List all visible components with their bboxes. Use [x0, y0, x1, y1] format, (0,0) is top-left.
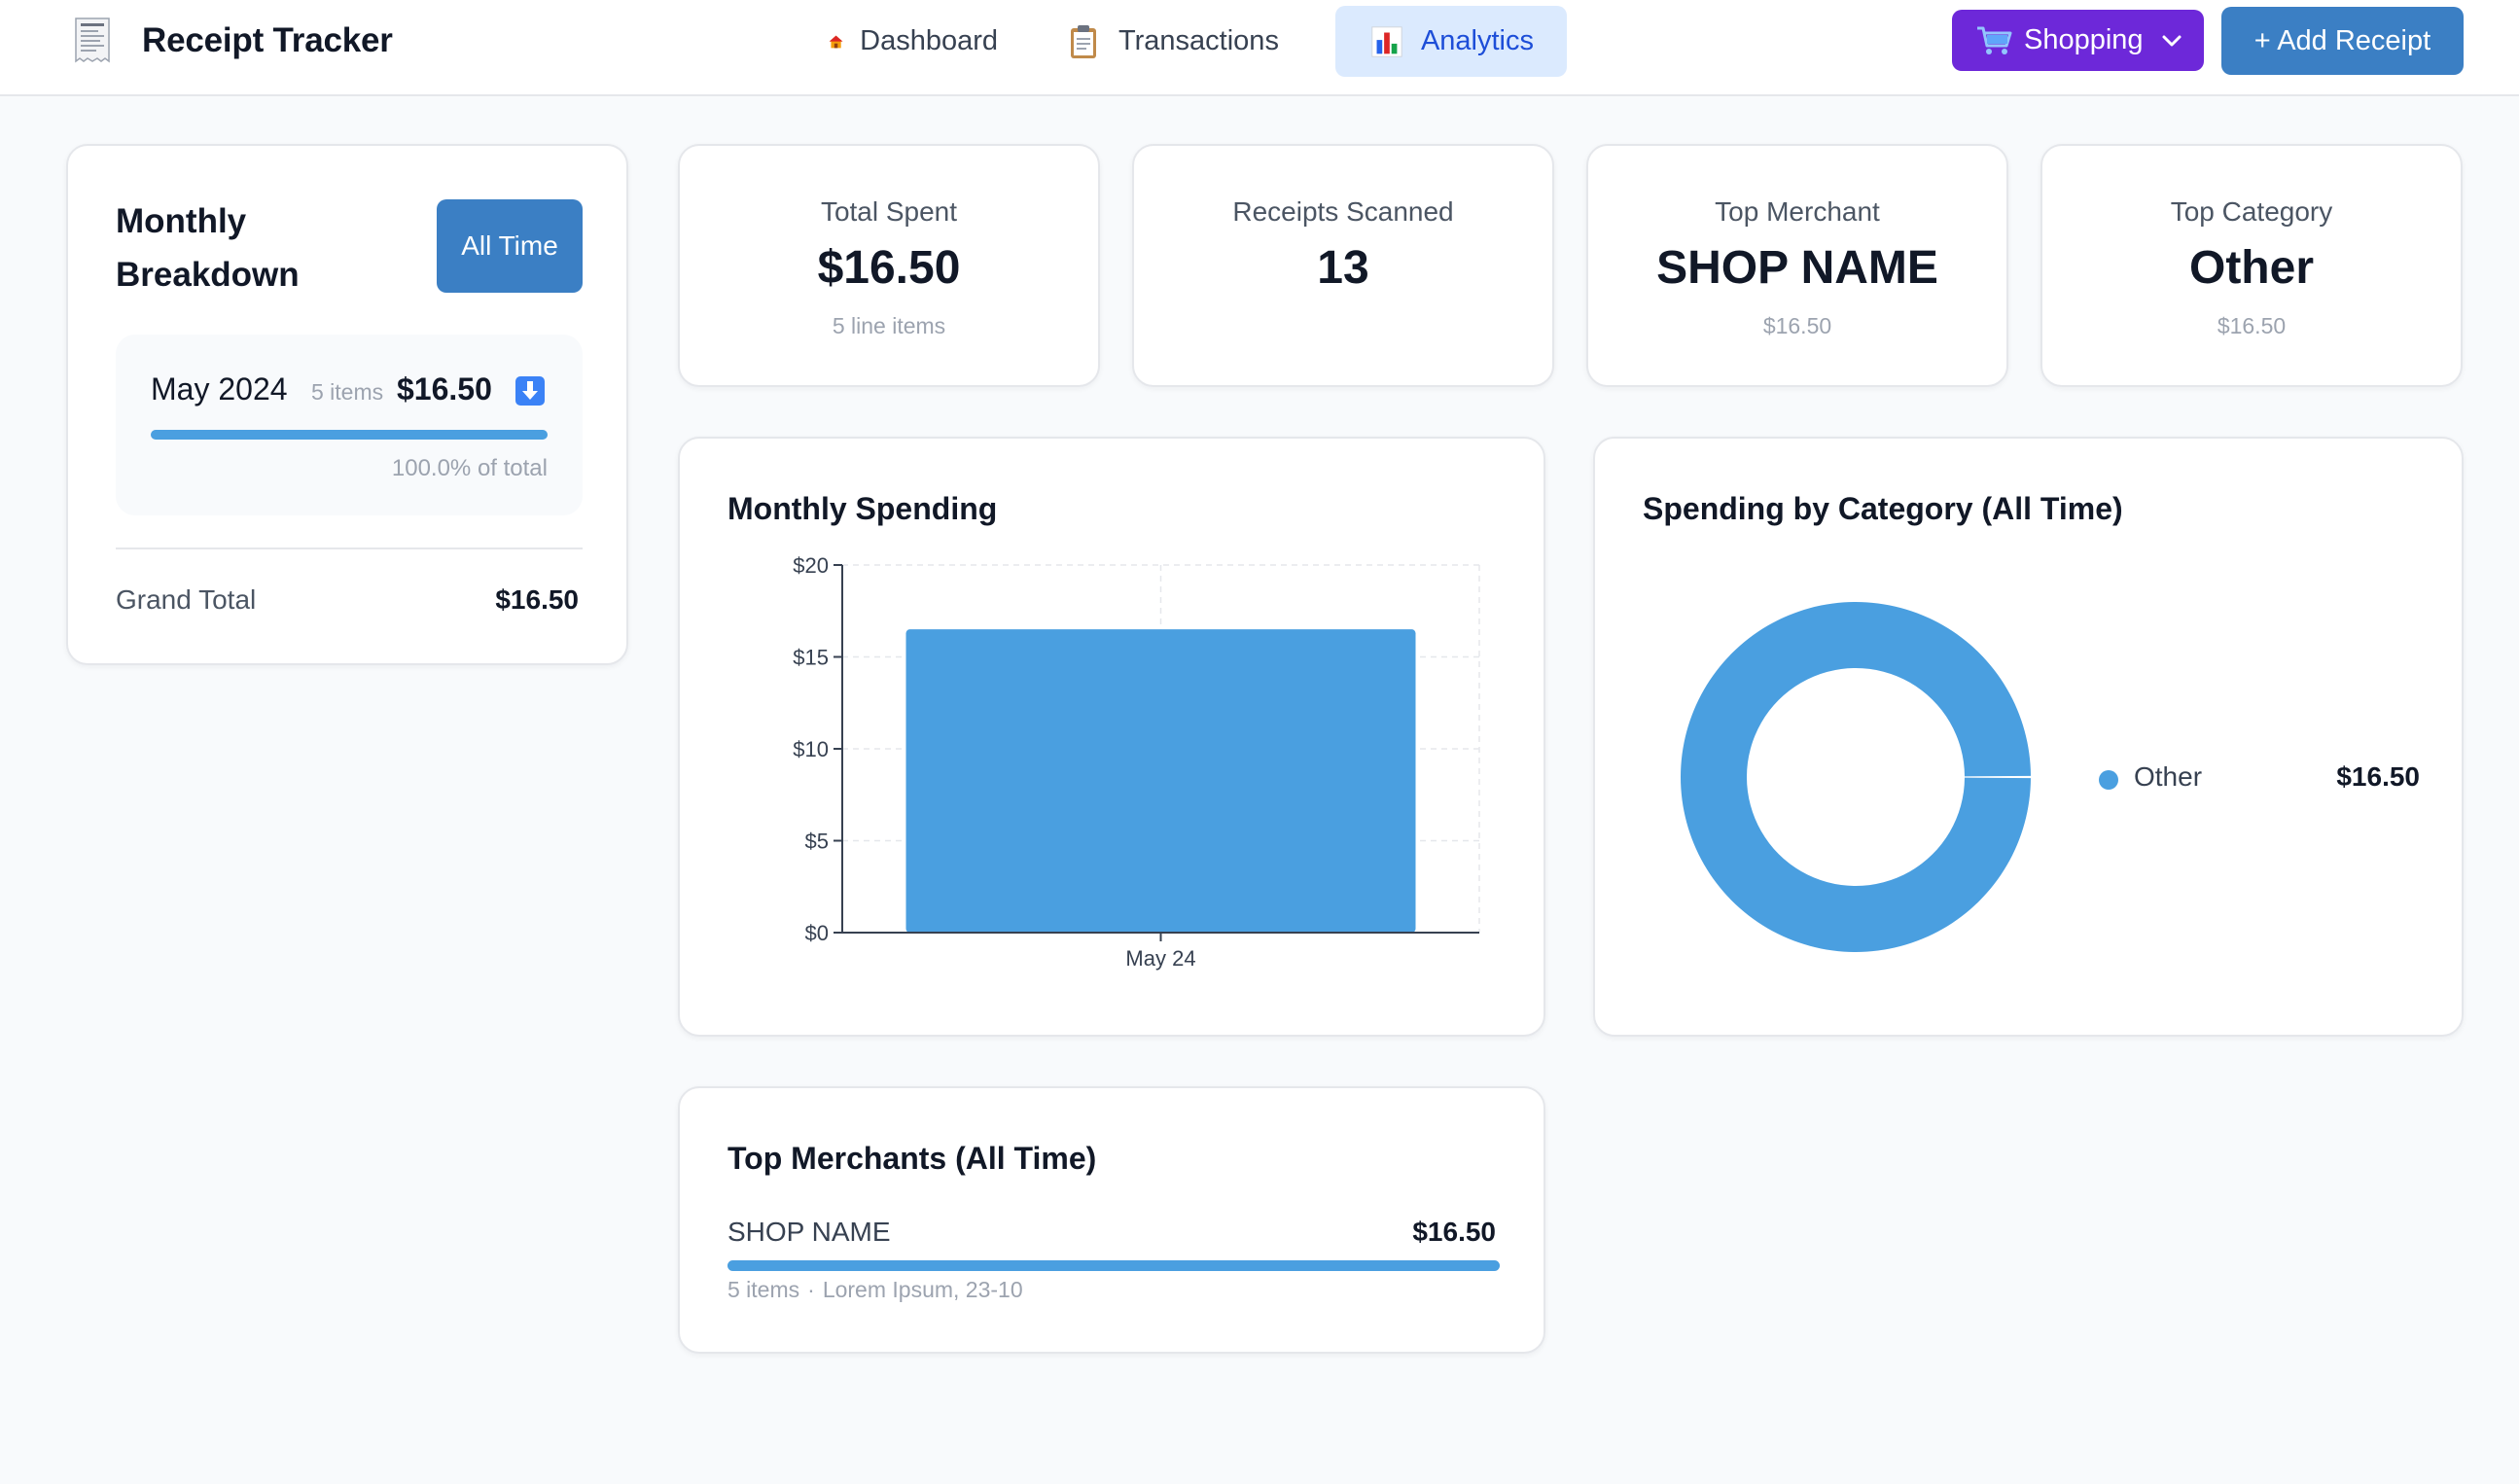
download-icon[interactable] — [514, 375, 546, 406]
top-merchants-card: Top Merchants (All Time) SHOP NAME $16.5… — [678, 1086, 1545, 1354]
merchant-share-bar — [727, 1260, 1500, 1271]
monthly-breakdown-card: Monthly Breakdown All Time May 2024 5 it… — [66, 144, 628, 665]
tab-transactions[interactable]: Transactions — [1031, 6, 1328, 77]
monthly-spending-chart: $0 $5 $10 $15 $20 May 24 — [793, 553, 1480, 971]
x-tick-label: May 24 — [1125, 946, 1195, 971]
tab-analytics-label: Analytics — [1420, 25, 1534, 56]
merchant-name: SHOP NAME — [727, 1217, 891, 1247]
merchant-location: Lorem Ipsum, 23-10 — [822, 1277, 1023, 1302]
shopping-cart-icon — [1977, 26, 2012, 54]
legend-value: $16.50 — [2336, 761, 2420, 792]
stat-card-total-spent: Total Spent $16.50 5 line items — [678, 144, 1100, 387]
merchant-share-bar-fill — [727, 1260, 1500, 1271]
top-header: Receipt Tracker Dashboard Transactions — [0, 0, 2519, 96]
shopping-dropdown[interactable]: Shopping — [1952, 10, 2204, 71]
separator-dot: · — [807, 1277, 815, 1302]
grand-total-label: Grand Total — [116, 584, 257, 615]
monthly-spending-title: Monthly Spending — [727, 491, 998, 526]
y-tick-label: $20 — [793, 553, 829, 578]
all-time-filter-button[interactable]: All Time — [437, 199, 583, 293]
divider — [116, 548, 583, 549]
month-percent: 100.0% of total — [391, 455, 548, 481]
tab-dashboard-label: Dashboard — [860, 25, 998, 56]
y-tick-label: $15 — [793, 646, 829, 670]
chart-bar — [905, 629, 1416, 933]
month-share-bar-fill — [151, 430, 548, 440]
add-receipt-button[interactable]: + Add Receipt — [2221, 7, 2464, 75]
legend-item-other[interactable]: Other $16.50 — [2099, 761, 2420, 796]
month-row[interactable]: May 2024 5 items $16.50 100.0% of total — [116, 335, 583, 515]
stat-subtext: 5 line items — [832, 313, 946, 338]
donut-slice — [1681, 602, 2031, 952]
month-amount: $16.50 — [397, 371, 492, 406]
tab-transactions-label: Transactions — [1118, 25, 1279, 56]
legend-color-dot — [2099, 770, 2118, 790]
category-donut-chart — [1681, 602, 2031, 952]
stat-label: Receipts Scanned — [1232, 196, 1454, 227]
month-label: May 2024 — [151, 371, 288, 406]
monthly-breakdown-title: Monthly Breakdown — [116, 202, 300, 294]
month-item-count: 5 items — [311, 379, 384, 405]
legend-label: Other — [2134, 761, 2203, 792]
category-spending-title: Spending by Category (All Time) — [1643, 491, 2123, 526]
stat-value: SHOP NAME — [1656, 242, 1938, 294]
chevron-down-icon — [2162, 35, 2182, 46]
shopping-label: Shopping — [2024, 24, 2144, 55]
brand: Receipt Tracker — [72, 16, 393, 66]
monthly-spending-card: Monthly Spending $0 $5 $10 $15 $20 May 24 — [678, 437, 1545, 1037]
bar-chart-icon — [1371, 25, 1402, 57]
stat-value: $16.50 — [817, 242, 961, 294]
clipboard-icon — [1071, 24, 1096, 58]
stat-card-top-category: Top Category Other $16.50 — [2040, 144, 2463, 387]
merchant-amount: $16.50 — [1412, 1217, 1496, 1247]
stat-subtext: $16.50 — [2217, 313, 2287, 338]
top-merchants-title: Top Merchants (All Time) — [727, 1141, 1097, 1176]
stat-label: Total Spent — [820, 196, 958, 227]
receipt-icon — [75, 18, 110, 63]
grand-total-value: $16.50 — [495, 584, 579, 615]
main-nav: Dashboard Transactions Analytics — [795, 6, 1567, 77]
merchant-details: 5 items · Lorem Ipsum, 23-10 — [727, 1277, 1023, 1303]
stat-value: 13 — [1317, 242, 1369, 294]
category-spending-card: Spending by Category (All Time) Other $1… — [1593, 437, 2464, 1037]
stat-label: Top Category — [2170, 196, 2333, 227]
stat-card-top-merchant: Top Merchant SHOP NAME $16.50 — [1586, 144, 2008, 387]
y-tick-label: $5 — [805, 830, 829, 854]
stat-label: Top Merchant — [1715, 196, 1880, 227]
house-icon — [829, 35, 843, 48]
stat-subtext: $16.50 — [1762, 313, 1832, 338]
tab-analytics[interactable]: Analytics — [1335, 6, 1567, 77]
stat-value: Other — [2188, 242, 2314, 294]
y-tick-label: $0 — [805, 921, 829, 945]
app-title: Receipt Tracker — [142, 21, 393, 59]
stat-card-receipts-scanned: Receipts Scanned 13 — [1132, 144, 1554, 387]
y-tick-label: $10 — [793, 737, 829, 761]
merchant-item-count: 5 items — [727, 1277, 800, 1302]
tab-dashboard[interactable]: Dashboard — [795, 6, 1031, 77]
month-share-bar — [151, 430, 548, 440]
